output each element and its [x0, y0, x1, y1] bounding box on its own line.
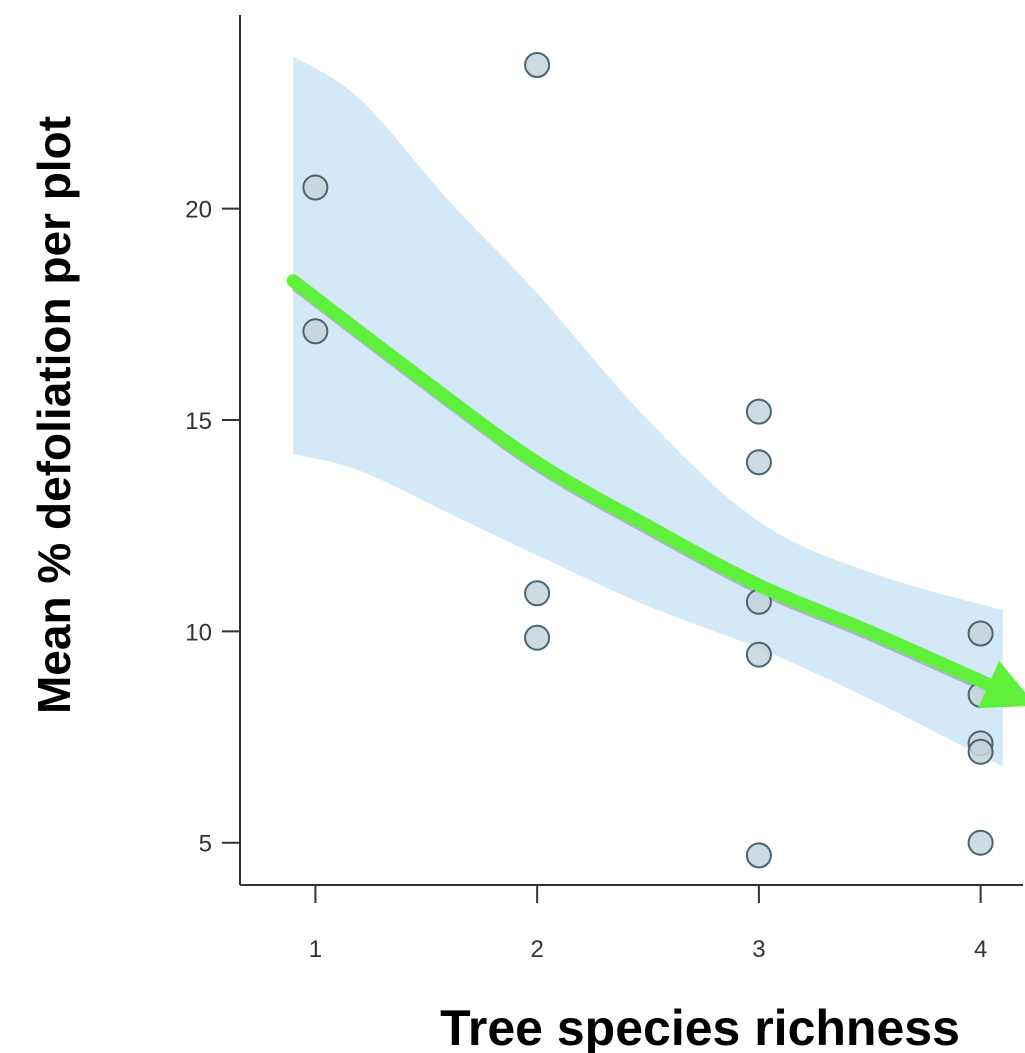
data-point — [524, 52, 551, 78]
x-axis-label: Tree species richness — [440, 1000, 960, 1053]
confidence-band — [293, 56, 1003, 767]
data-point — [967, 620, 994, 647]
y-tick-label: 10 — [185, 619, 212, 646]
data-point — [745, 842, 772, 869]
y-tick-label: 20 — [185, 197, 212, 224]
data-point — [967, 829, 994, 856]
data-point — [302, 318, 329, 345]
trend-arrow — [286, 274, 1025, 709]
data-point — [745, 641, 772, 668]
axes: 5 10 15 20 1 2 3 4 — [185, 15, 1023, 963]
data-point — [967, 738, 994, 765]
data-point — [524, 580, 551, 607]
data-points — [302, 52, 994, 869]
y-axis-label: Mean % defoliation per plot — [28, 116, 80, 714]
x-tick-label: 2 — [530, 936, 543, 963]
y-tick-label: 15 — [185, 408, 212, 435]
data-point — [302, 174, 329, 201]
x-tick-label: 3 — [752, 936, 765, 963]
y-tick-label: 5 — [199, 831, 212, 858]
data-point — [745, 398, 772, 425]
data-point — [745, 449, 772, 476]
x-tick-label: 4 — [974, 936, 987, 963]
x-tick-label: 1 — [309, 936, 322, 963]
data-point — [524, 624, 551, 651]
